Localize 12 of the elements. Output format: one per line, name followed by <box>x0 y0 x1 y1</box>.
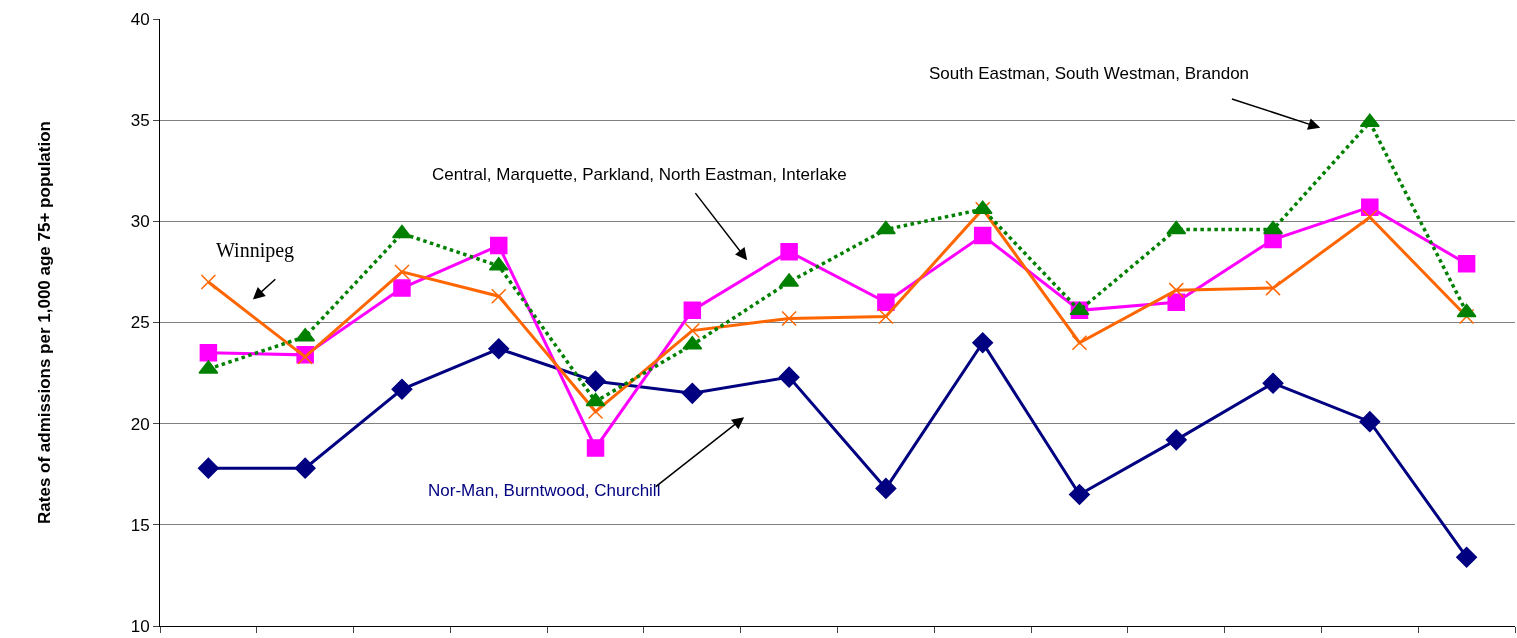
text: Central, Marquette, Parkland, North Eastman, Interlake <box>432 165 847 184</box>
y-tick-label: 30 <box>130 212 150 232</box>
text: Nor-Man, Burntwood, Churchill <box>428 481 661 500</box>
series-label: Winnipeg <box>216 239 295 262</box>
y-tick-label: 15 <box>130 515 150 535</box>
y-tick-label: 10 <box>130 616 150 636</box>
y-axis-title: Rates of admissions per 1,000 age 75+ population <box>35 121 55 524</box>
y-tick-label: 35 <box>130 111 150 131</box>
y-tick-label: 25 <box>130 313 150 333</box>
y-tick-label: 20 <box>130 414 150 434</box>
y-tick-label: 40 <box>130 9 150 29</box>
text: South Eastman, South Westman, Brandon <box>929 64 1250 83</box>
